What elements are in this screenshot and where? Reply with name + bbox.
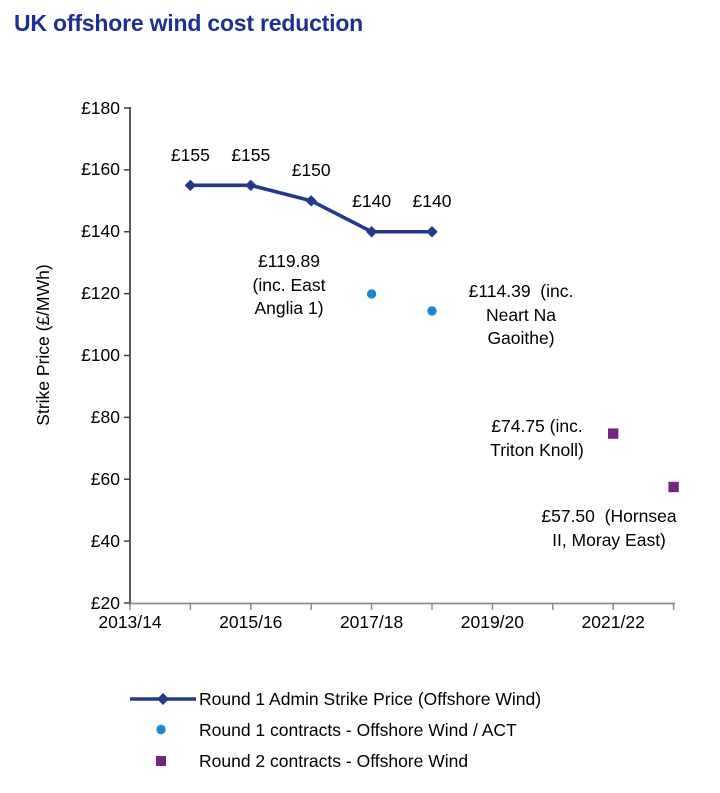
square-marker — [668, 481, 679, 493]
x-tick-label: 2013/14 — [98, 612, 162, 632]
y-tick-label: £120 — [81, 283, 120, 304]
y-tick-label: £140 — [81, 221, 120, 242]
y-tick-label: £180 — [81, 97, 120, 118]
data-label: £155 — [170, 144, 210, 165]
legend-label: Round 1 Admin Strike Price (Offshore Win… — [199, 689, 542, 709]
y-tick-label: £40 — [90, 530, 120, 551]
data-label: £140 — [352, 191, 392, 212]
data-label: £140 — [412, 191, 452, 212]
annotation-line: Triton Knoll) — [490, 439, 584, 460]
data-label: £150 — [291, 160, 331, 181]
x-tick-label: 2017/18 — [339, 612, 404, 632]
annotation-line: Gaoithe) — [487, 328, 555, 348]
y-tick-label: £20 — [90, 592, 120, 613]
y-tick-label: £60 — [90, 468, 120, 489]
diamond-marker — [365, 226, 378, 238]
ann-hornsea: £57.50 (Hornsea II, Moray East) — [502, 505, 716, 552]
y-tick-label: £80 — [90, 406, 120, 427]
diamond-marker — [305, 195, 317, 207]
x-tick-label: 2021/22 — [581, 612, 645, 632]
chart-title: UK offshore wind cost reduction — [14, 10, 364, 36]
diamond-marker — [426, 226, 438, 238]
annotation-line: Anglia 1) — [254, 298, 324, 318]
annotation-line: £57.50 (Hornsea — [541, 506, 677, 526]
legend-square-icon — [156, 756, 166, 766]
diamond-marker — [184, 179, 197, 192]
legend-circle-icon — [156, 724, 166, 735]
x-tick-label: 2019/20 — [460, 612, 525, 632]
y-tick-label: £100 — [81, 345, 120, 365]
annotation-line: £114.39 (inc. — [468, 281, 574, 301]
y-tick-label: £160 — [81, 159, 120, 180]
annotation-line: £119.89 — [258, 251, 320, 271]
circle-marker — [366, 289, 377, 299]
x-tick-label: 2015/16 — [219, 612, 283, 632]
circle-marker — [427, 306, 437, 316]
data-label: £155 — [231, 144, 271, 165]
annotation-line: (inc. East — [252, 274, 326, 295]
annotation-line: £74.75 (inc. — [491, 416, 583, 436]
ann-neart-na-gaoithe: £114.39 (inc. Neart Na Gaoithe) — [421, 280, 621, 351]
diamond-marker — [245, 179, 257, 192]
ann-east-anglia: £119.89 (inc. East Anglia 1) — [214, 250, 364, 321]
annotation-line: II, Moray East) — [552, 529, 666, 550]
legend-label: Round 2 contracts - Offshore Wind — [199, 751, 469, 771]
legend-label: Round 1 contracts - Offshore Wind / ACT — [199, 719, 517, 740]
legend-diamond-icon — [157, 693, 169, 705]
square-marker — [608, 428, 619, 439]
annotation-line: Neart Na — [485, 304, 557, 325]
ann-triton-knoll: £74.75 (inc. Triton Knoll) — [447, 415, 627, 462]
